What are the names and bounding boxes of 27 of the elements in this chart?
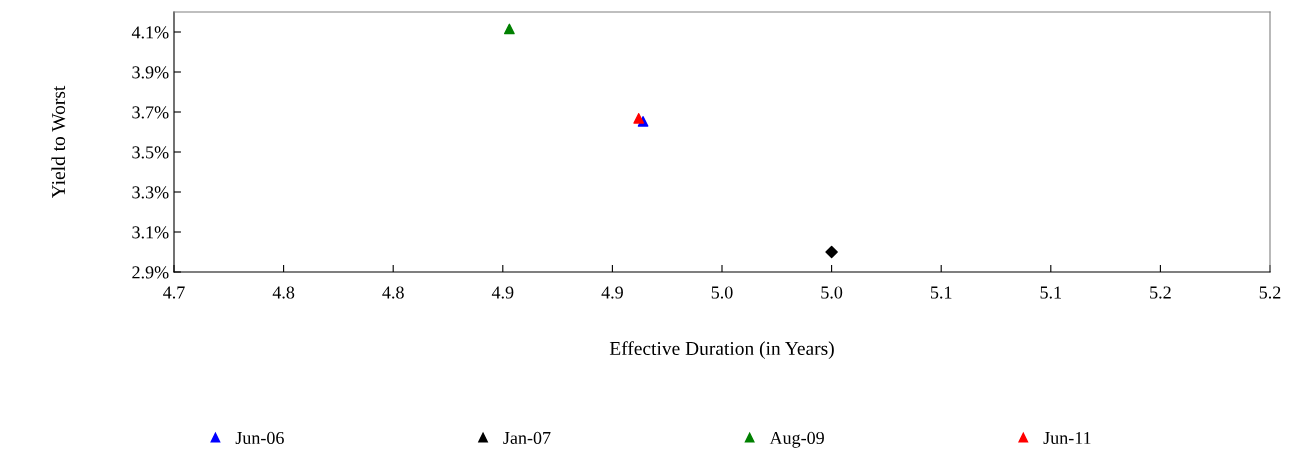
- x-tick-label: 5.1: [930, 286, 952, 299]
- legend-label: Jun-11: [1043, 431, 1091, 445]
- x-tick-label: 4.8: [272, 286, 295, 299]
- point: [633, 113, 645, 124]
- x-tick-label: 4.8: [382, 286, 404, 299]
- y-tick-label: 3.7%: [132, 106, 169, 119]
- y-tick-label: 3.3%: [132, 186, 169, 199]
- x-tick-label: 5.0: [821, 286, 843, 299]
- y-tick-label: 3.1%: [132, 226, 169, 239]
- y-tick-label: 3.5%: [132, 146, 169, 159]
- x-tick-label: 4.9: [491, 286, 514, 299]
- point: [504, 23, 515, 35]
- x-tick-label: 5.2: [1150, 286, 1171, 299]
- x-tick-label: 5.2: [1259, 286, 1281, 299]
- legend-label: Jan-07: [503, 431, 551, 445]
- x-tick-label: 4.7: [163, 286, 185, 299]
- y-axis-title: Yield to Worst: [51, 85, 66, 199]
- x-tick-label: 5.0: [711, 286, 733, 299]
- x-axis-title: Effective Duration (in Years): [609, 341, 834, 359]
- y-tick-label: 4.1%: [131, 26, 169, 39]
- y-tick-label: 2.9%: [132, 266, 169, 279]
- legend-label: Aug-09: [769, 431, 824, 448]
- x-tick-label: 4.9: [601, 286, 623, 299]
- x-tick-label: 5.1: [1040, 286, 1061, 299]
- y-tick-label: 3.9%: [132, 66, 169, 79]
- legend-label: Jun-06: [235, 431, 284, 445]
- point: [825, 245, 838, 259]
